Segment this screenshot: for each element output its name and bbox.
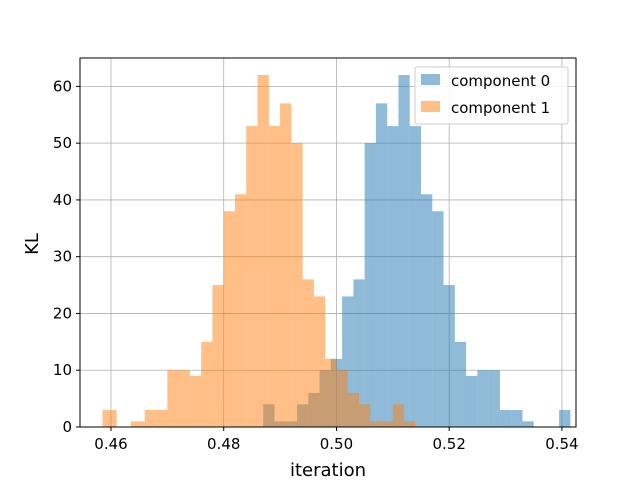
y-tick-label: 0 (62, 418, 72, 436)
histogram-bar (466, 375, 478, 427)
y-tick-label: 50 (53, 134, 72, 152)
histogram-bar (522, 421, 534, 427)
histogram-bars (102, 75, 571, 428)
histogram-bar (201, 341, 213, 427)
y-axis-ticks: 0 10 20 30 40 50 60 (53, 77, 80, 436)
legend-swatch-component-1 (421, 101, 440, 112)
histogram-bar (392, 404, 405, 427)
histogram-bar (559, 409, 571, 427)
legend: component 0 component 1 (414, 66, 569, 125)
legend-label-component-0: component 0 (451, 72, 550, 90)
x-tick-label: 0.52 (432, 435, 465, 453)
histogram-bar (156, 409, 168, 427)
series-component-1 (102, 75, 416, 428)
legend-box (414, 66, 569, 125)
histogram-bar (421, 194, 433, 427)
plot-frame (79, 57, 577, 428)
x-tick-label: 0.50 (320, 435, 353, 453)
y-tick-label: 60 (53, 77, 72, 95)
histogram-bar (488, 370, 500, 427)
histogram-bar (375, 103, 388, 428)
legend-label-component-1: component 1 (451, 99, 550, 117)
histogram-bar (268, 126, 281, 427)
y-tick-label: 20 (53, 304, 72, 322)
histogram-bar (359, 404, 371, 427)
x-tick-label: 0.54 (545, 435, 578, 453)
histogram-bar (398, 75, 410, 428)
y-axis-label: KL (22, 233, 43, 255)
histogram-bar (280, 103, 292, 428)
histogram-bar (223, 211, 235, 427)
histogram-bar (432, 211, 444, 427)
histogram-bar (246, 126, 258, 427)
histogram-bar (144, 409, 157, 427)
histogram-bar (477, 370, 489, 427)
histogram-bar (511, 409, 523, 427)
histogram-bar (102, 409, 117, 427)
y-tick-label: 10 (53, 361, 72, 379)
histogram-bar (325, 358, 337, 427)
histogram-bar (364, 143, 376, 427)
x-axis-ticks: 0.46 0.48 0.50 0.52 0.54 (94, 427, 579, 453)
y-tick-label: 40 (53, 191, 72, 209)
histogram-bar (353, 279, 365, 427)
histogram-bar (336, 370, 348, 427)
histogram-bar (499, 409, 512, 427)
x-tick-label: 0.46 (94, 435, 127, 453)
histogram-bar (291, 143, 303, 427)
histogram-bar (409, 126, 421, 427)
histogram-bar (313, 296, 326, 427)
histogram-bar (381, 421, 393, 427)
histogram-bar (257, 75, 269, 428)
histogram-bar (443, 285, 455, 427)
histogram-bar (167, 370, 179, 427)
histogram-bar (130, 421, 145, 427)
x-axis-label: iteration (290, 460, 366, 480)
histogram-bar (189, 375, 202, 427)
histogram-bar (212, 285, 224, 427)
histogram-bar (235, 194, 247, 427)
y-tick-label: 30 (53, 248, 72, 266)
histogram-bar (454, 341, 467, 427)
histogram-bar (404, 421, 416, 427)
histogram-bar (178, 370, 190, 427)
histogram-bar (342, 296, 354, 427)
x-tick-label: 0.48 (207, 435, 240, 453)
histogram-bar (387, 126, 399, 427)
histogram-bar (347, 392, 359, 427)
histogram-bar (370, 421, 382, 427)
legend-swatch-component-0 (421, 74, 440, 85)
histogram-bar (302, 279, 314, 427)
